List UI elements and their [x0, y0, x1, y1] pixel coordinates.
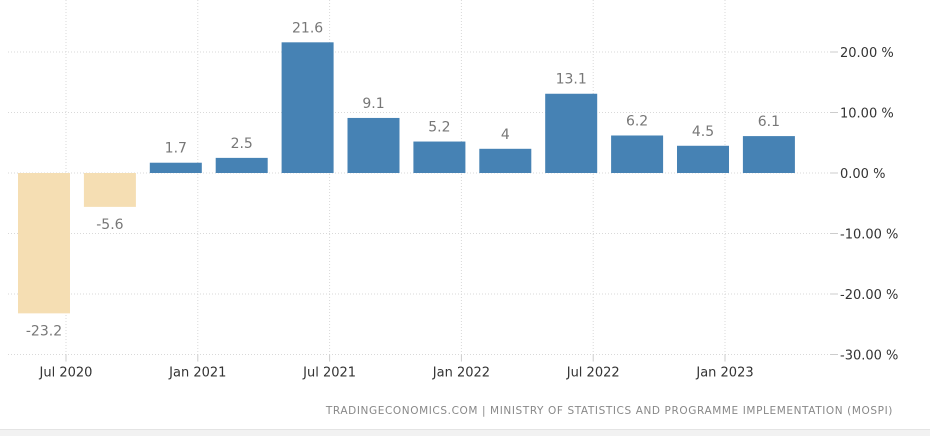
y-axis: 20.00 % 10.00 % 0.00 % -10.00 % -20.00 % -30.…: [830, 46, 898, 364]
bar: [611, 135, 664, 173]
bar: [347, 117, 400, 173]
y-tick-label: 0.00 %: [840, 167, 885, 182]
bar: [413, 141, 466, 173]
x-tick-label: Jul 2022: [566, 366, 620, 381]
bar: [83, 173, 136, 207]
bar: [18, 173, 70, 314]
data-label: 2.5: [231, 136, 253, 152]
data-label: 6.2: [626, 113, 648, 129]
x-tick-label: Jan 2023: [695, 366, 753, 381]
bar: [479, 148, 532, 173]
bar-layer: [18, 42, 795, 314]
x-axis: Jul 2020 Jan 2021 Jul 2021 Jan 2022 Jul 2022…: [39, 354, 754, 381]
x-tick-label: Jan 2021: [168, 366, 226, 381]
bar: [281, 42, 334, 173]
bar: [545, 93, 598, 173]
bar: [677, 145, 729, 173]
y-tick-label: -30.00 %: [840, 349, 898, 364]
x-tick-label: Jul 2021: [302, 366, 356, 381]
data-label: 4.5: [692, 124, 714, 140]
data-label: 6.1: [758, 114, 780, 130]
y-tick-label: 20.00 %: [840, 46, 894, 61]
bar: [149, 162, 202, 173]
data-label-layer: -23.2 -5.6 1.7 2.5 21.6 9.1 5.2 4 13.1 6.2 4.5 6.1: [26, 20, 780, 339]
bottom-strip: [0, 429, 930, 436]
data-label: -5.6: [96, 217, 123, 233]
data-label: 21.6: [292, 20, 323, 36]
data-label: 1.7: [165, 141, 187, 157]
x-tick-label: Jul 2020: [39, 366, 93, 381]
y-tick-label: 10.00 %: [840, 107, 894, 122]
data-label: 4: [501, 127, 510, 143]
y-tick-label: -10.00 %: [840, 228, 898, 243]
data-label: 9.1: [362, 96, 384, 112]
x-tick-label: Jan 2022: [432, 366, 490, 381]
source-credit: TRADINGECONOMICS.COM | MINISTRY OF STATI…: [325, 405, 893, 417]
data-label: -23.2: [26, 323, 62, 339]
data-label: 5.2: [428, 120, 450, 136]
y-tick-label: -20.00 %: [840, 288, 898, 303]
bar: [742, 136, 795, 173]
data-label: 13.1: [556, 72, 587, 88]
bar: [215, 157, 268, 173]
